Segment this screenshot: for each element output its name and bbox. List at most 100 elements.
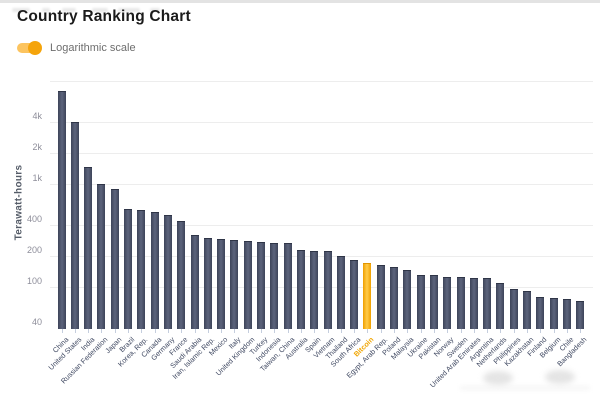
x-tick bbox=[513, 329, 515, 333]
x-tick bbox=[141, 329, 143, 333]
x-tick bbox=[128, 329, 129, 333]
bar-italy[interactable] bbox=[230, 239, 239, 329]
bar-netherlands[interactable] bbox=[496, 283, 505, 329]
x-tick bbox=[74, 329, 76, 333]
y-tick-label-4k: 4k bbox=[32, 110, 42, 121]
x-tick bbox=[566, 329, 568, 333]
x-tick bbox=[500, 329, 502, 333]
x-tick bbox=[354, 329, 356, 333]
bar-chile[interactable] bbox=[562, 298, 571, 329]
x-tick bbox=[367, 329, 369, 333]
bar-belgium[interactable] bbox=[549, 297, 558, 329]
x-tick bbox=[433, 329, 435, 333]
bar-argentina[interactable] bbox=[483, 278, 492, 329]
bar-korea-rep[interactable] bbox=[137, 210, 146, 329]
x-tick bbox=[420, 329, 422, 333]
gridline-4000 bbox=[50, 121, 593, 123]
x-tick bbox=[327, 329, 329, 333]
x-tick bbox=[580, 329, 582, 333]
x-tick bbox=[221, 329, 223, 333]
bar-taiwan-china[interactable] bbox=[283, 243, 292, 329]
x-tick bbox=[527, 329, 528, 333]
log-scale-toggle-row: Logarithmic scale bbox=[17, 41, 136, 55]
y-tick-label-200: 200 bbox=[26, 244, 42, 255]
bar-brazil[interactable] bbox=[124, 209, 132, 329]
toggle-label: Logarithmic scale bbox=[50, 42, 136, 54]
bar-norway[interactable] bbox=[443, 277, 452, 329]
bar-thailand[interactable] bbox=[336, 256, 345, 329]
x-tick bbox=[460, 329, 462, 333]
bar-india[interactable] bbox=[84, 166, 93, 329]
bar-ukraine[interactable] bbox=[416, 274, 425, 329]
x-tick bbox=[287, 329, 289, 333]
bar-finland[interactable] bbox=[536, 297, 545, 329]
x-tick bbox=[473, 329, 475, 333]
x-tick bbox=[540, 329, 542, 333]
x-tick bbox=[300, 329, 302, 333]
x-tick bbox=[247, 329, 249, 333]
bar-china[interactable] bbox=[57, 90, 66, 329]
x-tick bbox=[407, 329, 409, 333]
watermark-blob bbox=[545, 370, 575, 384]
bar-pakistan[interactable] bbox=[429, 275, 438, 329]
gridline-2000 bbox=[50, 152, 593, 154]
bar-poland[interactable] bbox=[390, 267, 398, 329]
watermark-blob bbox=[483, 371, 513, 385]
watermark-smudge bbox=[150, 8, 160, 12]
y-tick-label-100: 100 bbox=[26, 276, 42, 286]
watermark-smudge bbox=[42, 8, 50, 12]
x-tick bbox=[261, 329, 262, 333]
bar-indonesia[interactable] bbox=[270, 242, 279, 329]
bar-united-states[interactable] bbox=[70, 122, 79, 329]
bar-japan[interactable] bbox=[110, 189, 119, 329]
bar-canada[interactable] bbox=[150, 212, 159, 329]
bar-malaysia[interactable] bbox=[403, 269, 412, 329]
watermark-smudge bbox=[12, 8, 30, 12]
bar-spain[interactable] bbox=[310, 250, 319, 329]
y-axis-title: Terawatt-hours bbox=[13, 164, 25, 241]
watermark-smudge bbox=[62, 8, 76, 12]
bar-australia[interactable] bbox=[296, 249, 305, 329]
x-tick bbox=[394, 329, 395, 333]
bar-united-kingdom[interactable] bbox=[243, 240, 252, 329]
bar-saudi-arabia[interactable] bbox=[190, 234, 199, 329]
bar-south-africa[interactable] bbox=[350, 259, 359, 329]
page-title: Country Ranking Chart bbox=[17, 8, 191, 25]
bar-sweden[interactable] bbox=[456, 277, 465, 329]
x-tick bbox=[447, 329, 449, 333]
y-tick-label-1k: 1k bbox=[32, 172, 42, 183]
bar-france[interactable] bbox=[177, 221, 186, 329]
gridline-100 bbox=[50, 287, 593, 288]
x-tick bbox=[487, 329, 489, 333]
x-tick bbox=[88, 329, 90, 333]
x-tick bbox=[380, 329, 382, 333]
x-tick bbox=[101, 329, 103, 333]
bar-turkey[interactable] bbox=[257, 241, 265, 329]
x-tick bbox=[314, 329, 316, 333]
x-tick bbox=[61, 329, 63, 333]
bar-iran-islamic-rep[interactable] bbox=[203, 238, 212, 329]
gridline-400 bbox=[50, 224, 593, 226]
toggle-knob[interactable] bbox=[28, 41, 42, 55]
gridline-1000 bbox=[50, 183, 593, 185]
x-tick bbox=[114, 329, 116, 333]
bar-germany[interactable] bbox=[163, 215, 172, 329]
bar-mexico[interactable] bbox=[217, 238, 226, 329]
bar-bangladesh[interactable] bbox=[576, 301, 585, 329]
x-tick bbox=[194, 329, 196, 333]
bar-vietnam[interactable] bbox=[323, 251, 332, 329]
logarithmic-scale-toggle[interactable] bbox=[17, 41, 42, 55]
bar-bitcoin[interactable] bbox=[363, 262, 372, 329]
gridline-200 bbox=[50, 255, 593, 257]
bar-russian-federation[interactable] bbox=[97, 183, 106, 329]
x-tick bbox=[207, 329, 209, 333]
x-tick bbox=[154, 329, 156, 333]
y-tick-label-40: 40 bbox=[31, 317, 42, 327]
x-tick bbox=[234, 329, 236, 333]
bar-egypt-arab-rep[interactable] bbox=[376, 265, 385, 329]
bar-philippines[interactable] bbox=[509, 289, 518, 329]
bar-united-arab-emirates[interactable] bbox=[469, 277, 478, 329]
bar-kazakhstan[interactable] bbox=[523, 291, 531, 329]
x-tick bbox=[553, 329, 555, 333]
